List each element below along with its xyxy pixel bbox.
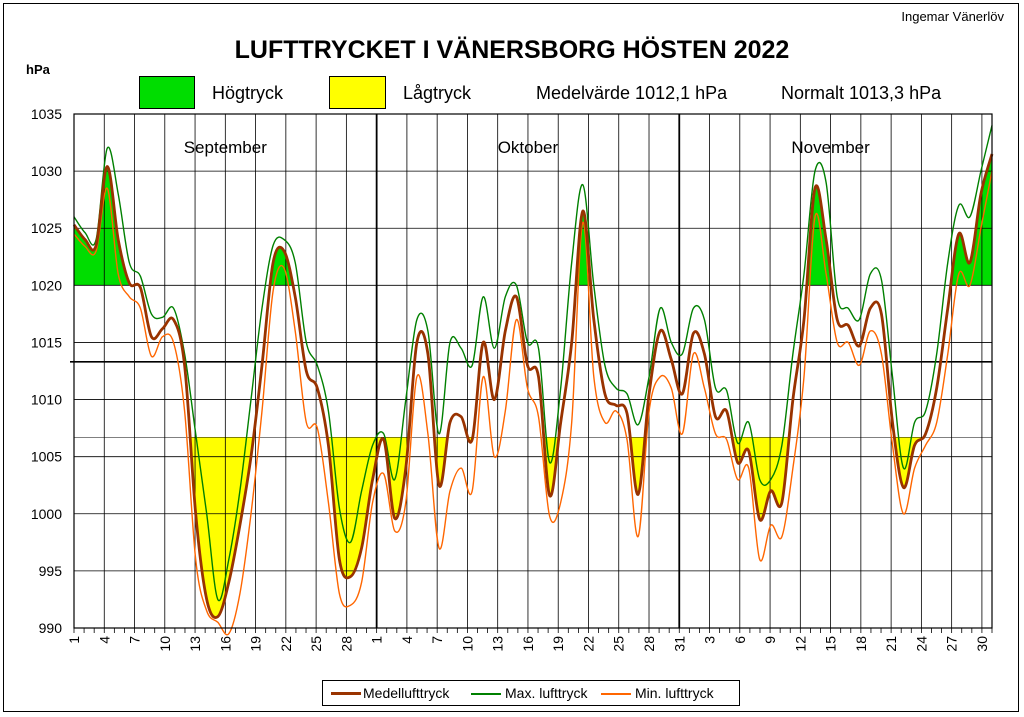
x-tick-label: 10 (157, 636, 173, 652)
x-tick-label: 3 (702, 636, 718, 644)
legend-max-label: Max. lufttryck (505, 685, 588, 701)
month-label: Oktober (498, 138, 559, 157)
y-tick-label: 1020 (31, 277, 62, 293)
x-tick-label: 4 (96, 636, 112, 644)
x-tick-label: 12 (792, 636, 808, 652)
x-tick-label: 16 (217, 636, 233, 652)
y-tick-label: 1030 (31, 163, 62, 179)
chart-frame (3, 3, 1019, 712)
x-tick-label: 13 (187, 636, 203, 652)
x-tick-label: 6 (732, 636, 748, 644)
low-pressure-swatch (329, 76, 386, 109)
x-tick-label: 10 (459, 636, 475, 652)
x-tick-label: 21 (883, 636, 899, 652)
x-tick-label: 13 (490, 636, 506, 652)
x-tick-label: 22 (581, 636, 597, 652)
x-tick-label: 19 (248, 636, 264, 652)
legend-min-swatch (601, 693, 631, 695)
legend-mean-swatch (331, 692, 361, 695)
x-tick-label: 31 (671, 636, 687, 652)
legend-min-label: Min. lufttryck (635, 685, 714, 701)
y-tick-label: 995 (39, 563, 63, 579)
high-pressure-swatch (139, 76, 195, 109)
x-tick-label: 25 (308, 636, 324, 652)
x-tick-label: 28 (338, 636, 354, 652)
x-tick-label: 30 (974, 636, 990, 652)
series-line-min (73, 170, 993, 636)
y-tick-label: 1015 (31, 334, 62, 350)
author-credit: Ingemar Vänerlöv (901, 9, 1004, 24)
low-pressure-label: Lågtryck (403, 83, 472, 103)
x-tick-label: 22 (278, 636, 294, 652)
y-axis-unit: hPa (26, 62, 50, 77)
legend-max-swatch (471, 693, 501, 695)
chart-title: LUFTTRYCKET I VÄNERSBORG HÖSTEN 2022 (234, 36, 790, 64)
y-tick-label: 1005 (31, 449, 62, 465)
x-tick-label: 7 (429, 636, 445, 644)
y-tick-label: 990 (39, 620, 63, 636)
y-tick-label: 1025 (31, 220, 62, 236)
plot-border (73, 113, 993, 629)
x-tick-label: 19 (550, 636, 566, 652)
y-tick-label: 1010 (31, 392, 62, 408)
x-tick-label: 15 (823, 636, 839, 652)
x-tick-label: 24 (913, 636, 929, 652)
y-tick-label: 1035 (31, 106, 62, 122)
month-label: November (791, 138, 870, 157)
x-tick-label: 9 (762, 636, 778, 644)
legend-mean-label: Medellufttryck (363, 685, 450, 701)
x-tick-label: 1 (369, 636, 385, 644)
x-tick-label: 16 (520, 636, 536, 652)
high-pressure-label: Högtryck (212, 83, 284, 103)
normal-value-text: Normalt 1013,3 hPa (781, 83, 942, 103)
series-legend: Medellufttryck Max. lufttryck Min. luftt… (322, 680, 740, 706)
mean-value-text: Medelvärde 1012,1 hPa (536, 83, 728, 103)
x-tick-label: 18 (853, 636, 869, 652)
x-tick-label: 7 (127, 636, 143, 644)
x-tick-label: 27 (944, 636, 960, 652)
series-line-max (73, 125, 993, 602)
month-label: September (184, 138, 267, 157)
series-line-mean (72, 153, 994, 619)
x-tick-label: 25 (611, 636, 627, 652)
y-tick-label: 1000 (31, 506, 62, 522)
x-tick-label: 4 (399, 636, 415, 644)
x-tick-label: 28 (641, 636, 657, 652)
x-tick-label: 1 (66, 636, 82, 644)
